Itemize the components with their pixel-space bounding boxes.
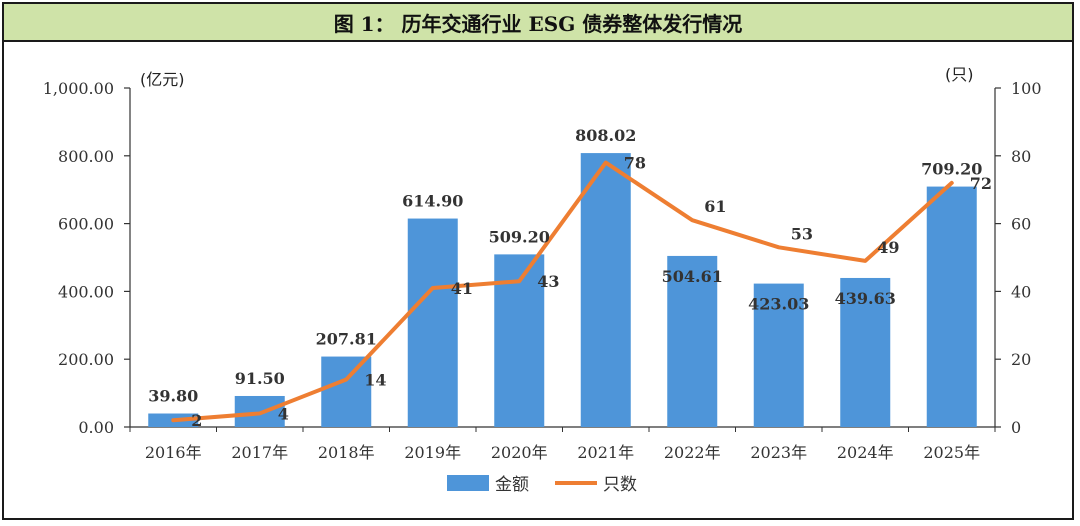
bar-value-label: 39.80	[148, 387, 198, 406]
bar-value-label: 808.02	[575, 126, 636, 145]
legend-bar-swatch	[447, 475, 489, 491]
bar-2018年	[321, 356, 372, 427]
x-tick-label: 2016年	[145, 443, 202, 462]
bar-value-label: 91.50	[235, 369, 285, 388]
x-tick-label: 2021年	[577, 443, 634, 462]
bar-value-label: 509.20	[489, 227, 550, 246]
line-value-label: 2	[191, 411, 202, 430]
legend-bar-label: 金额	[495, 475, 529, 495]
bar-2023年	[753, 283, 804, 427]
x-tick-label: 2018年	[318, 443, 375, 462]
bar-2025年	[926, 186, 977, 427]
x-tick-label: 2017年	[231, 443, 288, 462]
y-right-tick-label: 20	[1011, 350, 1031, 369]
line-value-label: 49	[877, 238, 899, 257]
y-left-tick-label: 800.00	[58, 147, 114, 166]
y-left-tick-label: 1,000.00	[43, 79, 114, 98]
y-left-tick-label: 0.00	[78, 418, 114, 437]
line-value-label: 61	[704, 197, 726, 216]
legend-line-label: 只数	[603, 475, 637, 495]
line-value-label: 14	[364, 371, 386, 390]
x-tick-label: 2019年	[404, 443, 461, 462]
bar-value-label: 504.61	[662, 267, 723, 286]
line-value-label: 43	[537, 272, 559, 291]
x-tick-label: 2023年	[750, 443, 807, 462]
bar-2019年	[407, 218, 458, 427]
bar-value-label: 439.63	[835, 289, 896, 308]
bar-2024年	[840, 277, 891, 427]
chart-title: 图 1： 历年交通行业 ESG 债券整体发行情况	[4, 4, 1072, 42]
y-left-unit: (亿元)	[140, 70, 185, 89]
line-value-label: 72	[970, 174, 992, 193]
y-right-unit: (只)	[945, 65, 974, 84]
y-right-tick-label: 80	[1011, 147, 1031, 166]
x-tick-label: 2024年	[837, 443, 894, 462]
x-tick-label: 2022年	[664, 443, 721, 462]
x-tick-label: 2025年	[923, 443, 980, 462]
y-right-tick-label: 100	[1011, 79, 1042, 98]
count-line	[171, 160, 954, 423]
bar-value-label: 423.03	[748, 295, 809, 314]
y-right-tick-label: 40	[1011, 282, 1031, 301]
line-value-label: 53	[791, 224, 813, 243]
y-left-tick-label: 400.00	[58, 282, 114, 301]
line-value-label: 78	[624, 154, 646, 173]
y-right-tick-label: 0	[1011, 418, 1021, 437]
y-left-tick-label: 200.00	[58, 350, 114, 369]
bar-2022年	[667, 255, 718, 427]
bar-value-label: 614.90	[402, 192, 463, 211]
y-right-tick-label: 60	[1011, 215, 1031, 234]
x-tick-label: 2020年	[491, 443, 548, 462]
y-left-tick-label: 600.00	[58, 215, 114, 234]
bar-value-label: 207.81	[316, 330, 377, 349]
line-value-label: 41	[451, 279, 473, 298]
line-value-label: 4	[278, 404, 289, 423]
bar-2021年	[580, 153, 631, 427]
bar-value-label: 709.20	[921, 160, 982, 179]
chart-frame: 图 1： 历年交通行业 ESG 债券整体发行情况	[2, 2, 1074, 520]
